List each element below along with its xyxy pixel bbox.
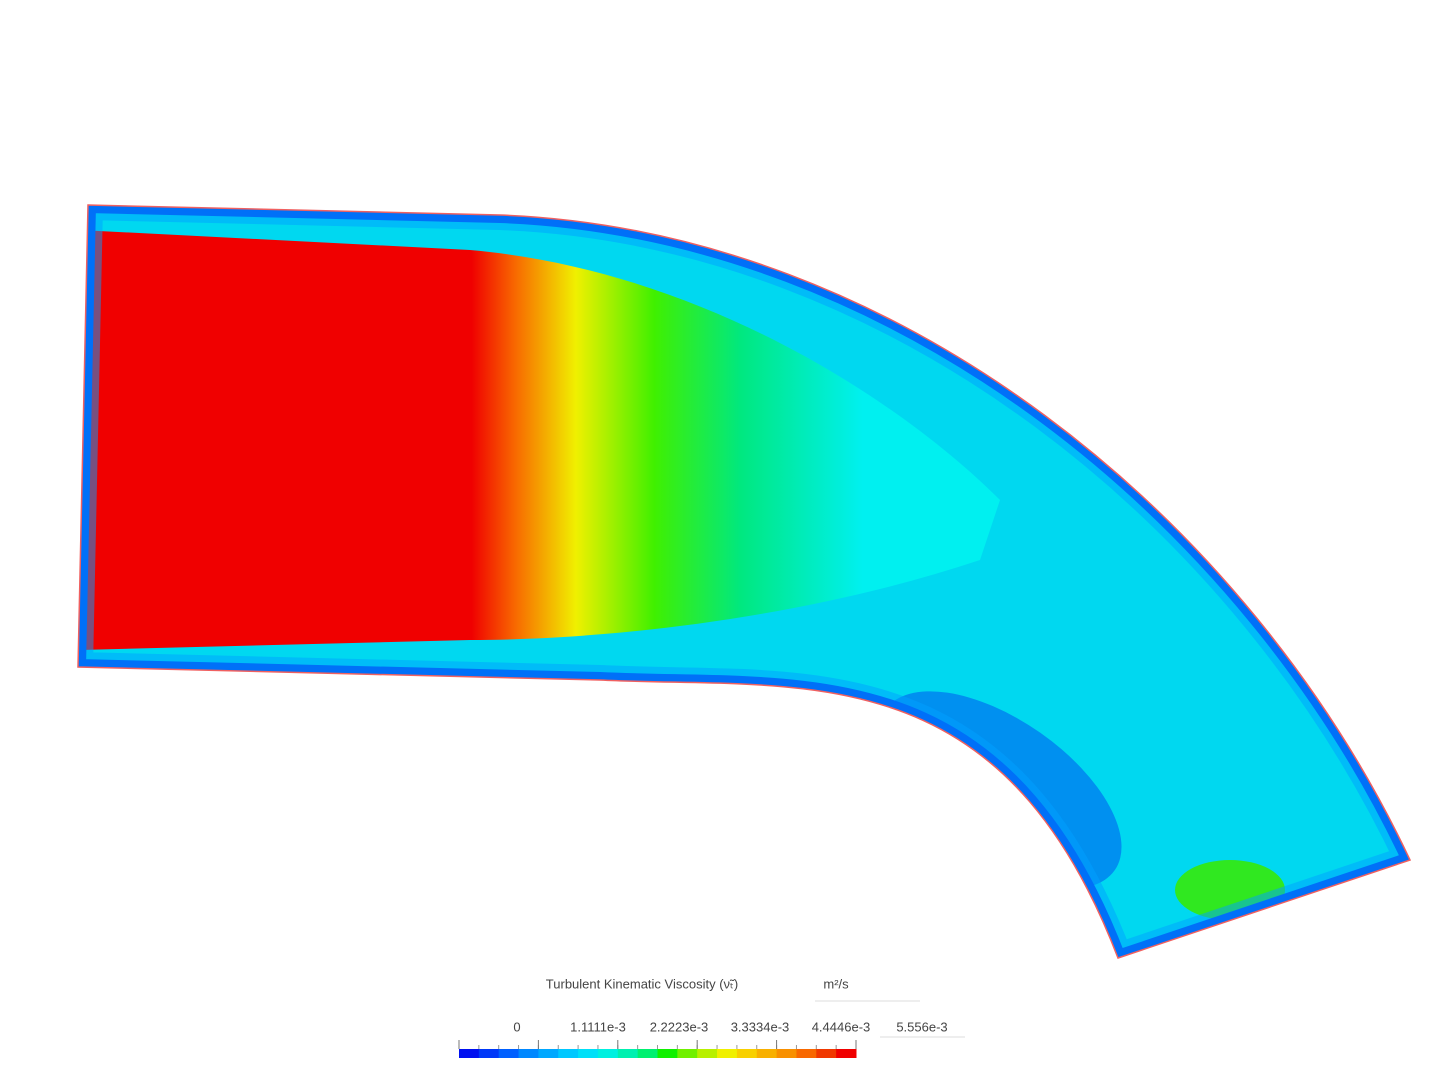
colorbar-band [816, 1049, 837, 1058]
colorbar-tick-label: 0 [513, 1019, 520, 1034]
colorbar-band [558, 1049, 579, 1058]
colorbar-band [796, 1049, 817, 1058]
colorbar-band [459, 1049, 480, 1058]
colorbar-band [597, 1049, 619, 1058]
colorbar-band [836, 1049, 857, 1058]
colorbar-band [677, 1049, 698, 1058]
colorbar-band [776, 1049, 797, 1058]
colorbar-tick-label: 2.2223e-3 [650, 1019, 709, 1034]
colorbar-band [756, 1049, 778, 1058]
colorbar-band [538, 1049, 559, 1058]
colorbar-tick-label: 3.3334e-3 [731, 1019, 790, 1034]
colorbar-band [617, 1049, 639, 1058]
colorbar-band [697, 1049, 718, 1058]
colorbar-tick-label: 5.556e-3 [896, 1019, 947, 1034]
colorbar-band [637, 1049, 658, 1058]
colorbar-tick-label: 1.1111e-3 [570, 1019, 626, 1034]
contour [78, 205, 1410, 958]
colorbar-tick-label: 4.4446e-3 [812, 1019, 871, 1034]
colorbar-band [717, 1049, 738, 1058]
colorbar-band [736, 1049, 758, 1058]
legend-unit: m²/s [823, 976, 849, 991]
colorbar-band [498, 1049, 520, 1058]
colorbar-band [578, 1049, 599, 1058]
colorbar-band [518, 1049, 539, 1058]
legend-title: Turbulent Kinematic Viscosity (ν̃ₜ) [546, 976, 738, 991]
colorbar-band [478, 1049, 500, 1058]
pipe-outline [77, 204, 1412, 959]
colorbar-band [657, 1049, 678, 1058]
